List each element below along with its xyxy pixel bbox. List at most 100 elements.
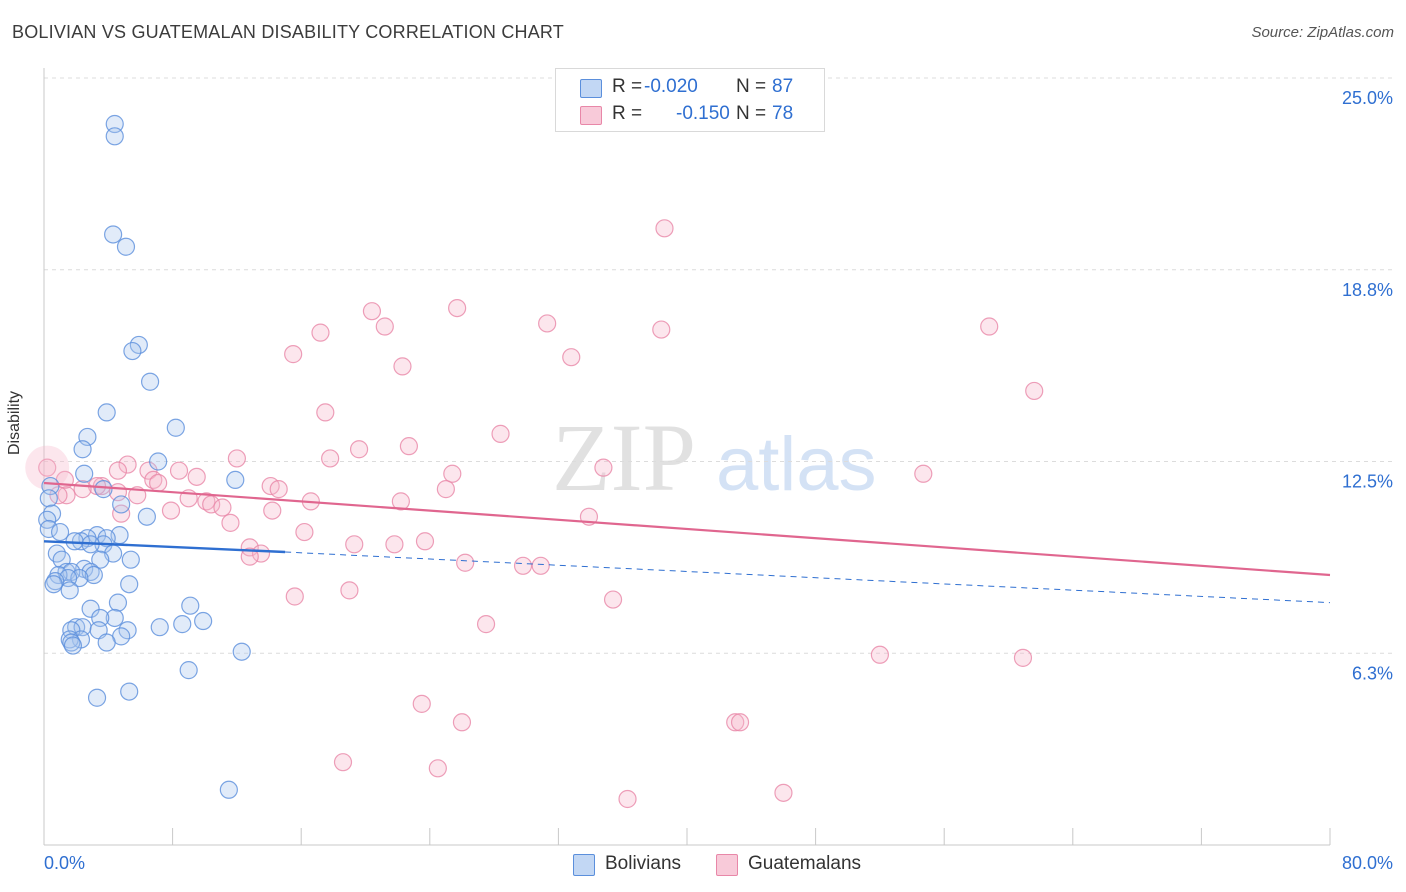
bolivians-point [104,225,123,244]
guatemalans-point [144,470,163,490]
guatemalans-point [149,473,168,493]
y-tick-label: 12.5% [1342,472,1393,492]
guatemalans-point [285,587,304,606]
guatemalans-point [1013,648,1033,667]
guatemalans-point [399,437,419,456]
bolivians-point [120,575,139,594]
guatemalans-point [436,480,455,499]
bolivians-point [179,661,198,680]
bolivians-point [75,464,94,483]
bolivians-point [181,596,200,615]
guatemalans-point [603,590,623,609]
bottom-legend-swatch-guatemalans [716,854,738,876]
legend-n-label: N = [736,76,767,97]
bottom-legend-label: Bolivians [605,853,682,874]
watermark: ZIP atlas [552,404,877,511]
watermark-atlas: atlas [716,422,877,507]
bolivians-point [39,489,58,508]
bolivians-point [121,550,140,569]
bolivians-point [46,572,65,591]
guatemalans-point [321,449,340,468]
guatemalans-point [914,464,933,483]
watermark-zip: ZIP [552,404,696,511]
x-tick-label-max: 80.0% [1342,853,1393,873]
guatemalans-point [393,357,412,376]
bolivians-point [42,504,62,523]
guatemalans-point [513,556,533,575]
bolivians-point [94,480,113,499]
guatemalans-point [169,461,189,480]
guatemalans-point [213,498,232,517]
guatemalans-point [562,348,581,367]
guatemalans-point [333,753,353,772]
guatemalans-point [491,424,510,443]
guatemalans-point [726,713,745,732]
correlation-legend: R = -0.020 N = 87 R = -0.150 N = 78 [555,68,825,132]
guatemalans-point [227,449,246,468]
bolivians-point [97,403,116,422]
bolivians-points [38,114,251,799]
bolivians-point [81,562,100,582]
legend-n-value: 87 [772,76,794,97]
guatemalans-point [349,440,369,459]
guatemalans-point [618,789,637,809]
guatemalans-point [1025,381,1044,401]
bolivians-point [91,550,110,569]
bolivians-point [38,510,57,529]
guatemalans-point [295,522,314,542]
bolivians-point [149,452,168,471]
legend-r-label: R = [612,103,643,124]
guatemalans-point [594,458,613,477]
bolivians-point [60,581,79,600]
bolivians-point [62,633,81,652]
guatemalans-point [531,556,550,575]
guatemalans-point [221,513,240,532]
bolivians-point [123,341,142,361]
guatemalans-point [443,464,462,483]
bottom-legend-label: Guatemalans [748,853,862,874]
guatemalans-point [655,219,674,238]
bolivians-point [219,780,238,799]
bolivians-point [150,618,169,637]
guatemalans-point [269,480,288,499]
guatemalans-point [187,467,206,486]
y-tick-labels: 6.3% 12.5% 18.8% 25.0% [1342,88,1393,683]
legend-r-value: -0.150 [676,103,730,124]
bolivians-point [63,636,83,655]
guatemalans-point [980,317,999,336]
guatemalans-point-cluster [25,445,70,490]
guatemalans-point [428,759,447,778]
legend-swatch-bolivians [580,79,602,98]
guatemalans-point [448,299,467,318]
guatemalans-points [25,219,1044,809]
guatemalans-point [452,713,472,732]
x-tick-label-min: 0.0% [44,853,85,873]
bolivians-point [50,522,70,542]
y-tick-label: 18.8% [1342,280,1393,300]
x-tick-labels: 0.0% 80.0% [44,853,1393,873]
guatemalans-point [476,615,496,634]
y-tick-label: 6.3% [1352,663,1393,683]
bolivians-point [84,565,103,585]
chart-title: BOLIVIAN VS GUATEMALAN DISABILITY CORREL… [12,22,564,42]
bolivians-point [44,575,63,594]
trend-lines [43,481,1331,604]
bolivians-point [194,611,213,631]
bolivians-trend-line [43,540,286,554]
bolivians-trend-extension [285,551,1331,604]
guatemalans-point [263,501,282,520]
legend-r-label: R = [612,76,643,97]
bolivians-point [105,608,124,628]
legend-n-label: N = [736,103,767,124]
axes [43,68,1331,846]
bolivians-point [226,470,245,490]
bolivians-point [120,682,139,701]
guatemalans-point [139,461,158,480]
bolivians-point [97,633,116,652]
y-tick-label: 25.0% [1342,88,1393,108]
guatemalans-point [345,535,364,554]
guatemalans-point [385,535,404,554]
bolivians-point [87,688,107,707]
guatemalans-point [412,694,431,713]
bolivians-point [232,642,251,661]
